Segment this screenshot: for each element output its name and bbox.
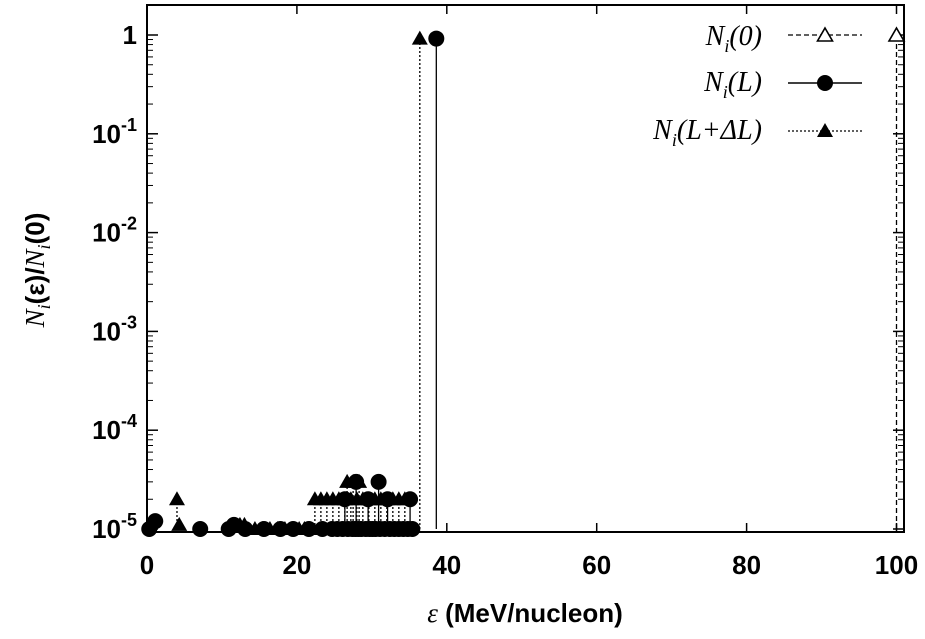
y-tick-base: 10	[92, 218, 121, 248]
y-label-num-subscript: i	[34, 304, 54, 309]
x-axis-label-symbol: ε	[427, 598, 438, 628]
y-tick-exponent: -5	[121, 510, 137, 530]
x-tick-label: 80	[732, 550, 761, 580]
x-tick-label: 100	[875, 550, 918, 580]
series-1-point	[404, 521, 421, 537]
y-tick-exponent: -2	[121, 214, 137, 234]
y-axis-label: Ni(ε)/Ni(0)	[20, 213, 54, 329]
y-tick-base: 10	[92, 514, 121, 544]
legend-label-ni0: Ni(0)	[705, 21, 762, 56]
plot-frame	[146, 4, 905, 533]
y-tick-label: 10-3	[92, 312, 137, 346]
y-tick-base: 10	[92, 415, 121, 445]
y-label-den-argument: (0)	[20, 213, 50, 245]
y-tick-base: 10	[92, 316, 121, 346]
y-label-den-subscript: i	[34, 244, 54, 249]
y-tick-label: 1	[123, 20, 137, 50]
y-tick-base: 10	[92, 119, 121, 149]
series-2-point	[171, 516, 188, 531]
x-axis-label: ε (MeV/nucleon)	[427, 598, 623, 628]
y-tick-label: 10-2	[92, 214, 137, 248]
y-tick-base: 1	[123, 20, 137, 50]
y-tick-label: 10-4	[92, 411, 137, 445]
y-label-den-symbol: N	[20, 247, 50, 268]
series-marks	[141, 26, 906, 537]
series-2-point	[411, 30, 428, 45]
y-tick-label: 10-5	[92, 510, 137, 544]
series-2-point	[396, 491, 413, 506]
legend-label-nil: Ni(L)	[703, 67, 762, 102]
y-tick-exponent: -1	[121, 115, 137, 135]
series-1-point	[428, 30, 445, 47]
y-tick-exponent: -4	[121, 411, 137, 431]
series-1-point	[147, 513, 164, 530]
series-2-point	[236, 516, 253, 531]
x-tick-label: 60	[582, 550, 611, 580]
series-2-point	[301, 521, 318, 535]
legend-label-nildl: Ni(L+ΔL)	[652, 115, 762, 150]
series-1-point	[370, 473, 387, 490]
x-tick-label: 0	[140, 550, 154, 580]
legend-marker-ni0	[816, 26, 834, 42]
y-tick-label: 10-1	[92, 115, 137, 149]
y-label-num-argument: (ε)/	[20, 267, 50, 304]
y-tick-exponent: -3	[121, 312, 137, 332]
legend-marker-nildl	[817, 123, 833, 137]
series-2-point	[168, 491, 185, 506]
x-axis-label-unit: (MeV/nucleon)	[438, 598, 623, 628]
y-label-num-symbol: N	[20, 307, 50, 328]
legend: Ni(0) Ni(L) Ni(L+ΔL)	[652, 21, 862, 150]
series-2-point	[351, 473, 368, 488]
series-1-point	[192, 521, 209, 537]
x-tick-label: 40	[432, 550, 461, 580]
legend-marker-nil	[817, 75, 833, 91]
series-0-point	[887, 26, 906, 42]
x-tick-label: 20	[282, 550, 311, 580]
